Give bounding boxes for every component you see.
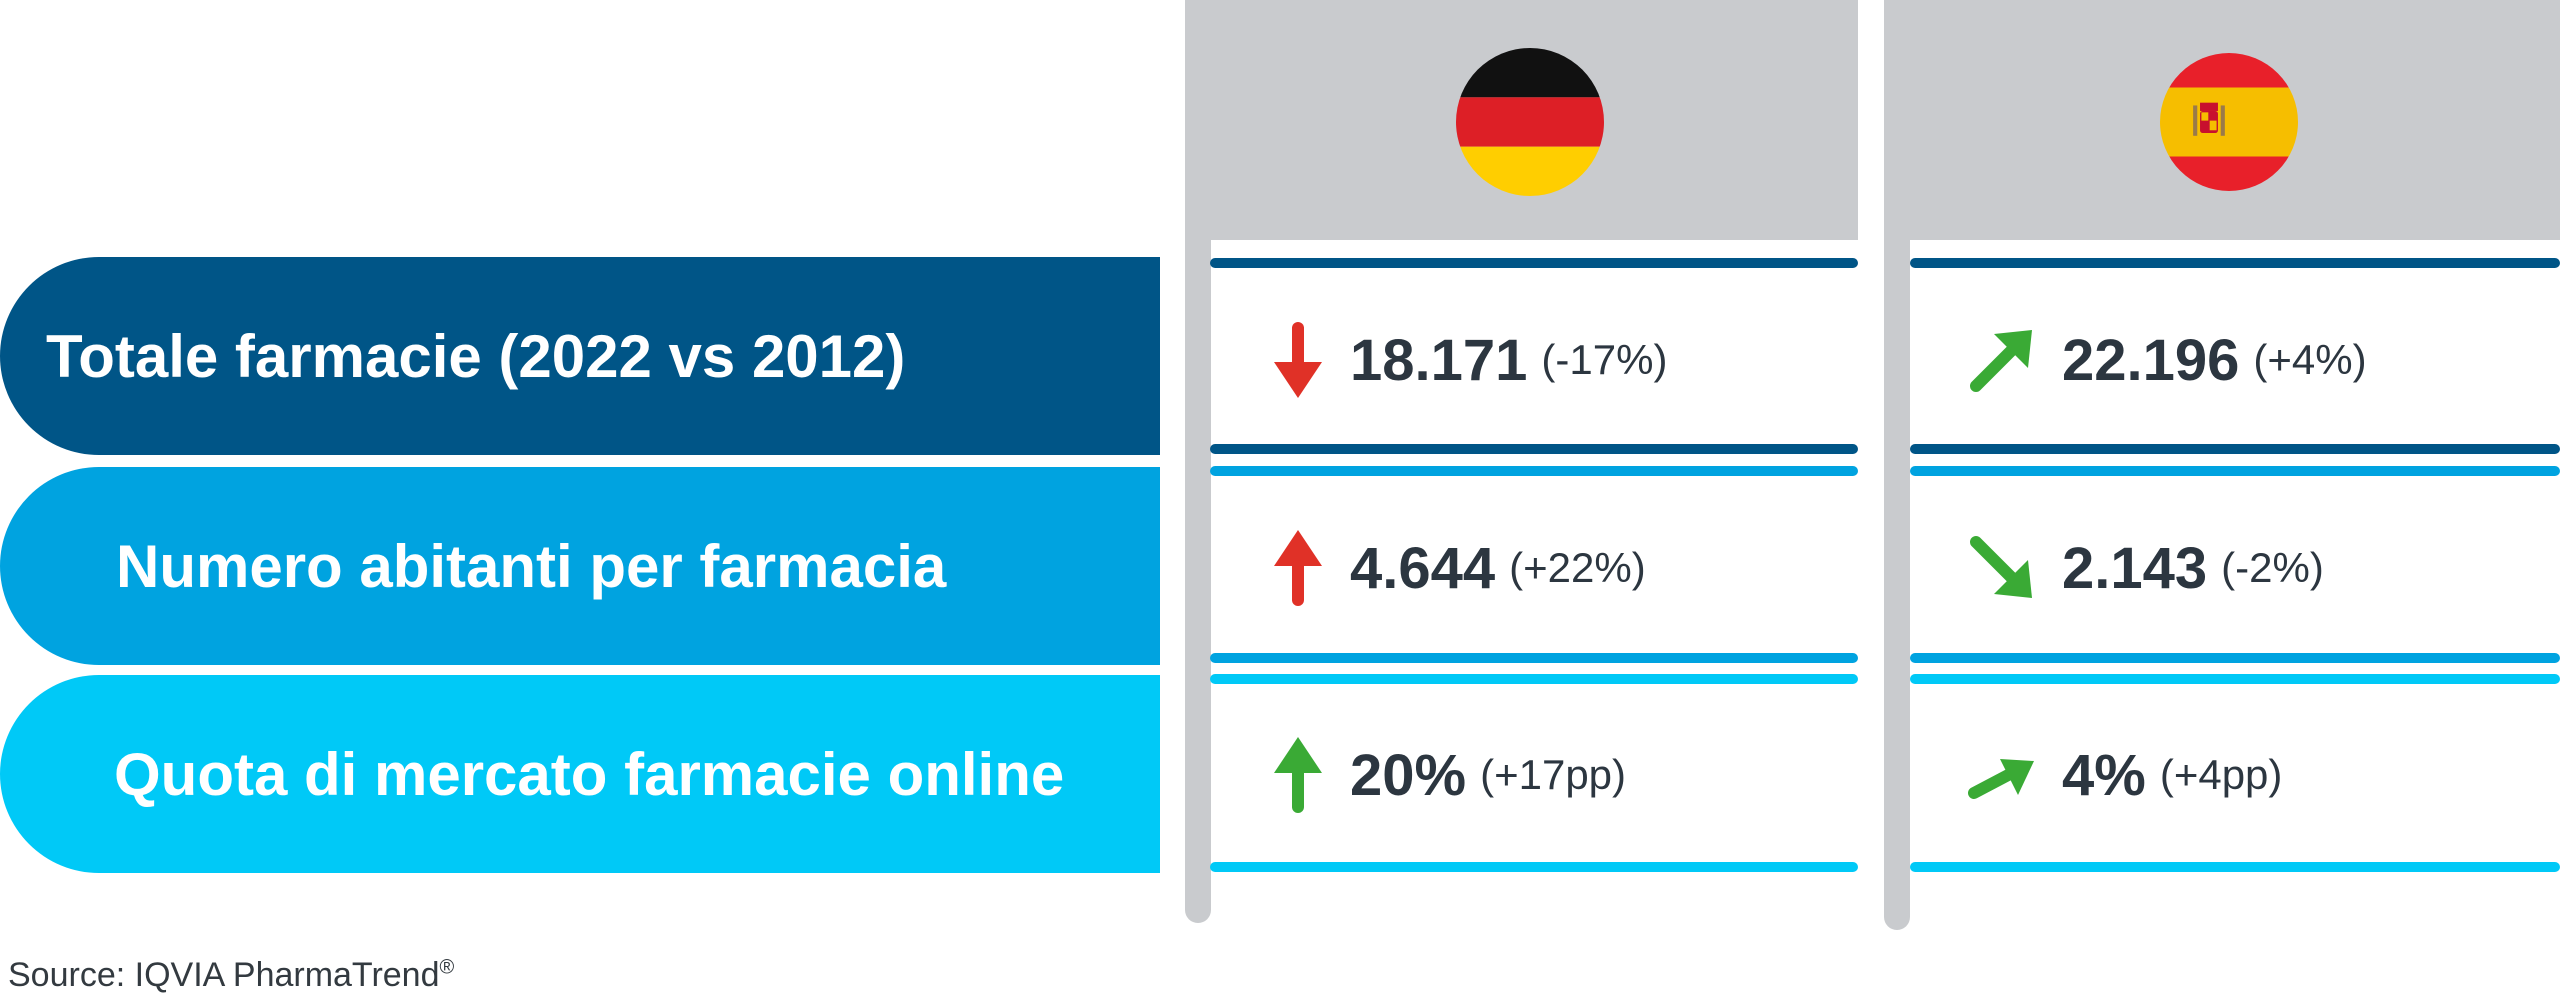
cell-value: 20% — [1350, 742, 1467, 808]
rule — [1210, 258, 1858, 268]
source-text: Source: IQVIA PharmaTrend — [8, 956, 440, 994]
cell-change: (+4%) — [2253, 336, 2367, 383]
cell-value: 4.644 — [1350, 535, 1496, 601]
rule — [1910, 258, 2560, 268]
cell-change: (-17%) — [1541, 336, 1668, 383]
spain-flag-icon — [2160, 53, 2298, 191]
cell-change: (+17pp) — [1480, 751, 1627, 798]
flag-pole-spain — [1884, 230, 1910, 930]
cell-germany-total: 18.171 (-17%) — [1270, 310, 1667, 410]
row-label-text: Quota di mercato farmacie online — [114, 740, 1065, 808]
rule — [1210, 466, 1858, 476]
source-note: Source: IQVIA PharmaTrend® — [8, 956, 454, 995]
cell-change: (+4pp) — [2159, 751, 2283, 798]
cell-spain-online-share: 4% (+4pp) — [1966, 725, 2282, 825]
rule — [1210, 444, 1858, 454]
rule — [1910, 444, 2560, 454]
row-label-text: Numero abitanti per farmacia — [116, 532, 947, 600]
arrow-down-right-icon — [1970, 536, 2032, 598]
row-label-text: Totale farmacie (2022 vs 2012) — [46, 322, 906, 390]
arrow-up-icon — [1274, 530, 1322, 606]
rule — [1210, 674, 1858, 684]
cell-value: 2.143 — [2062, 535, 2208, 601]
arrow-up-right-icon — [1970, 330, 2032, 392]
cell-change: (+22%) — [1509, 544, 1646, 591]
row-label-total-pharmacies: Totale farmacie (2022 vs 2012) — [0, 257, 1160, 455]
registered-mark: ® — [439, 956, 455, 979]
arrow-up-icon — [1274, 737, 1322, 813]
cell-value: 22.196 — [2062, 327, 2240, 393]
rule — [1210, 653, 1858, 663]
cell-spain-inhabitants: 2.143 (-2%) — [1966, 518, 2324, 618]
row-label-inhabitants-per-pharmacy: Numero abitanti per farmacia — [0, 467, 1160, 665]
rule — [1910, 674, 2560, 684]
germany-flag-icon — [1456, 48, 1604, 196]
cell-spain-total: 22.196 (+4%) — [1966, 310, 2367, 410]
cell-germany-inhabitants: 4.644 (+22%) — [1270, 518, 1646, 618]
arrow-down-icon — [1274, 322, 1322, 398]
cell-germany-online-share: 20% (+17pp) — [1270, 725, 1626, 825]
cell-value: 4% — [2062, 742, 2146, 808]
rule — [1910, 466, 2560, 476]
arrow-up-right-icon — [1968, 759, 2034, 799]
row-label-online-market-share: Quota di mercato farmacie online — [0, 675, 1160, 873]
rule — [1210, 862, 1858, 872]
rule — [1910, 862, 2560, 872]
cell-value: 18.171 — [1350, 327, 1528, 393]
flag-pole-germany — [1185, 230, 1211, 923]
cell-change: (-2%) — [2221, 544, 2324, 591]
rule — [1910, 653, 2560, 663]
